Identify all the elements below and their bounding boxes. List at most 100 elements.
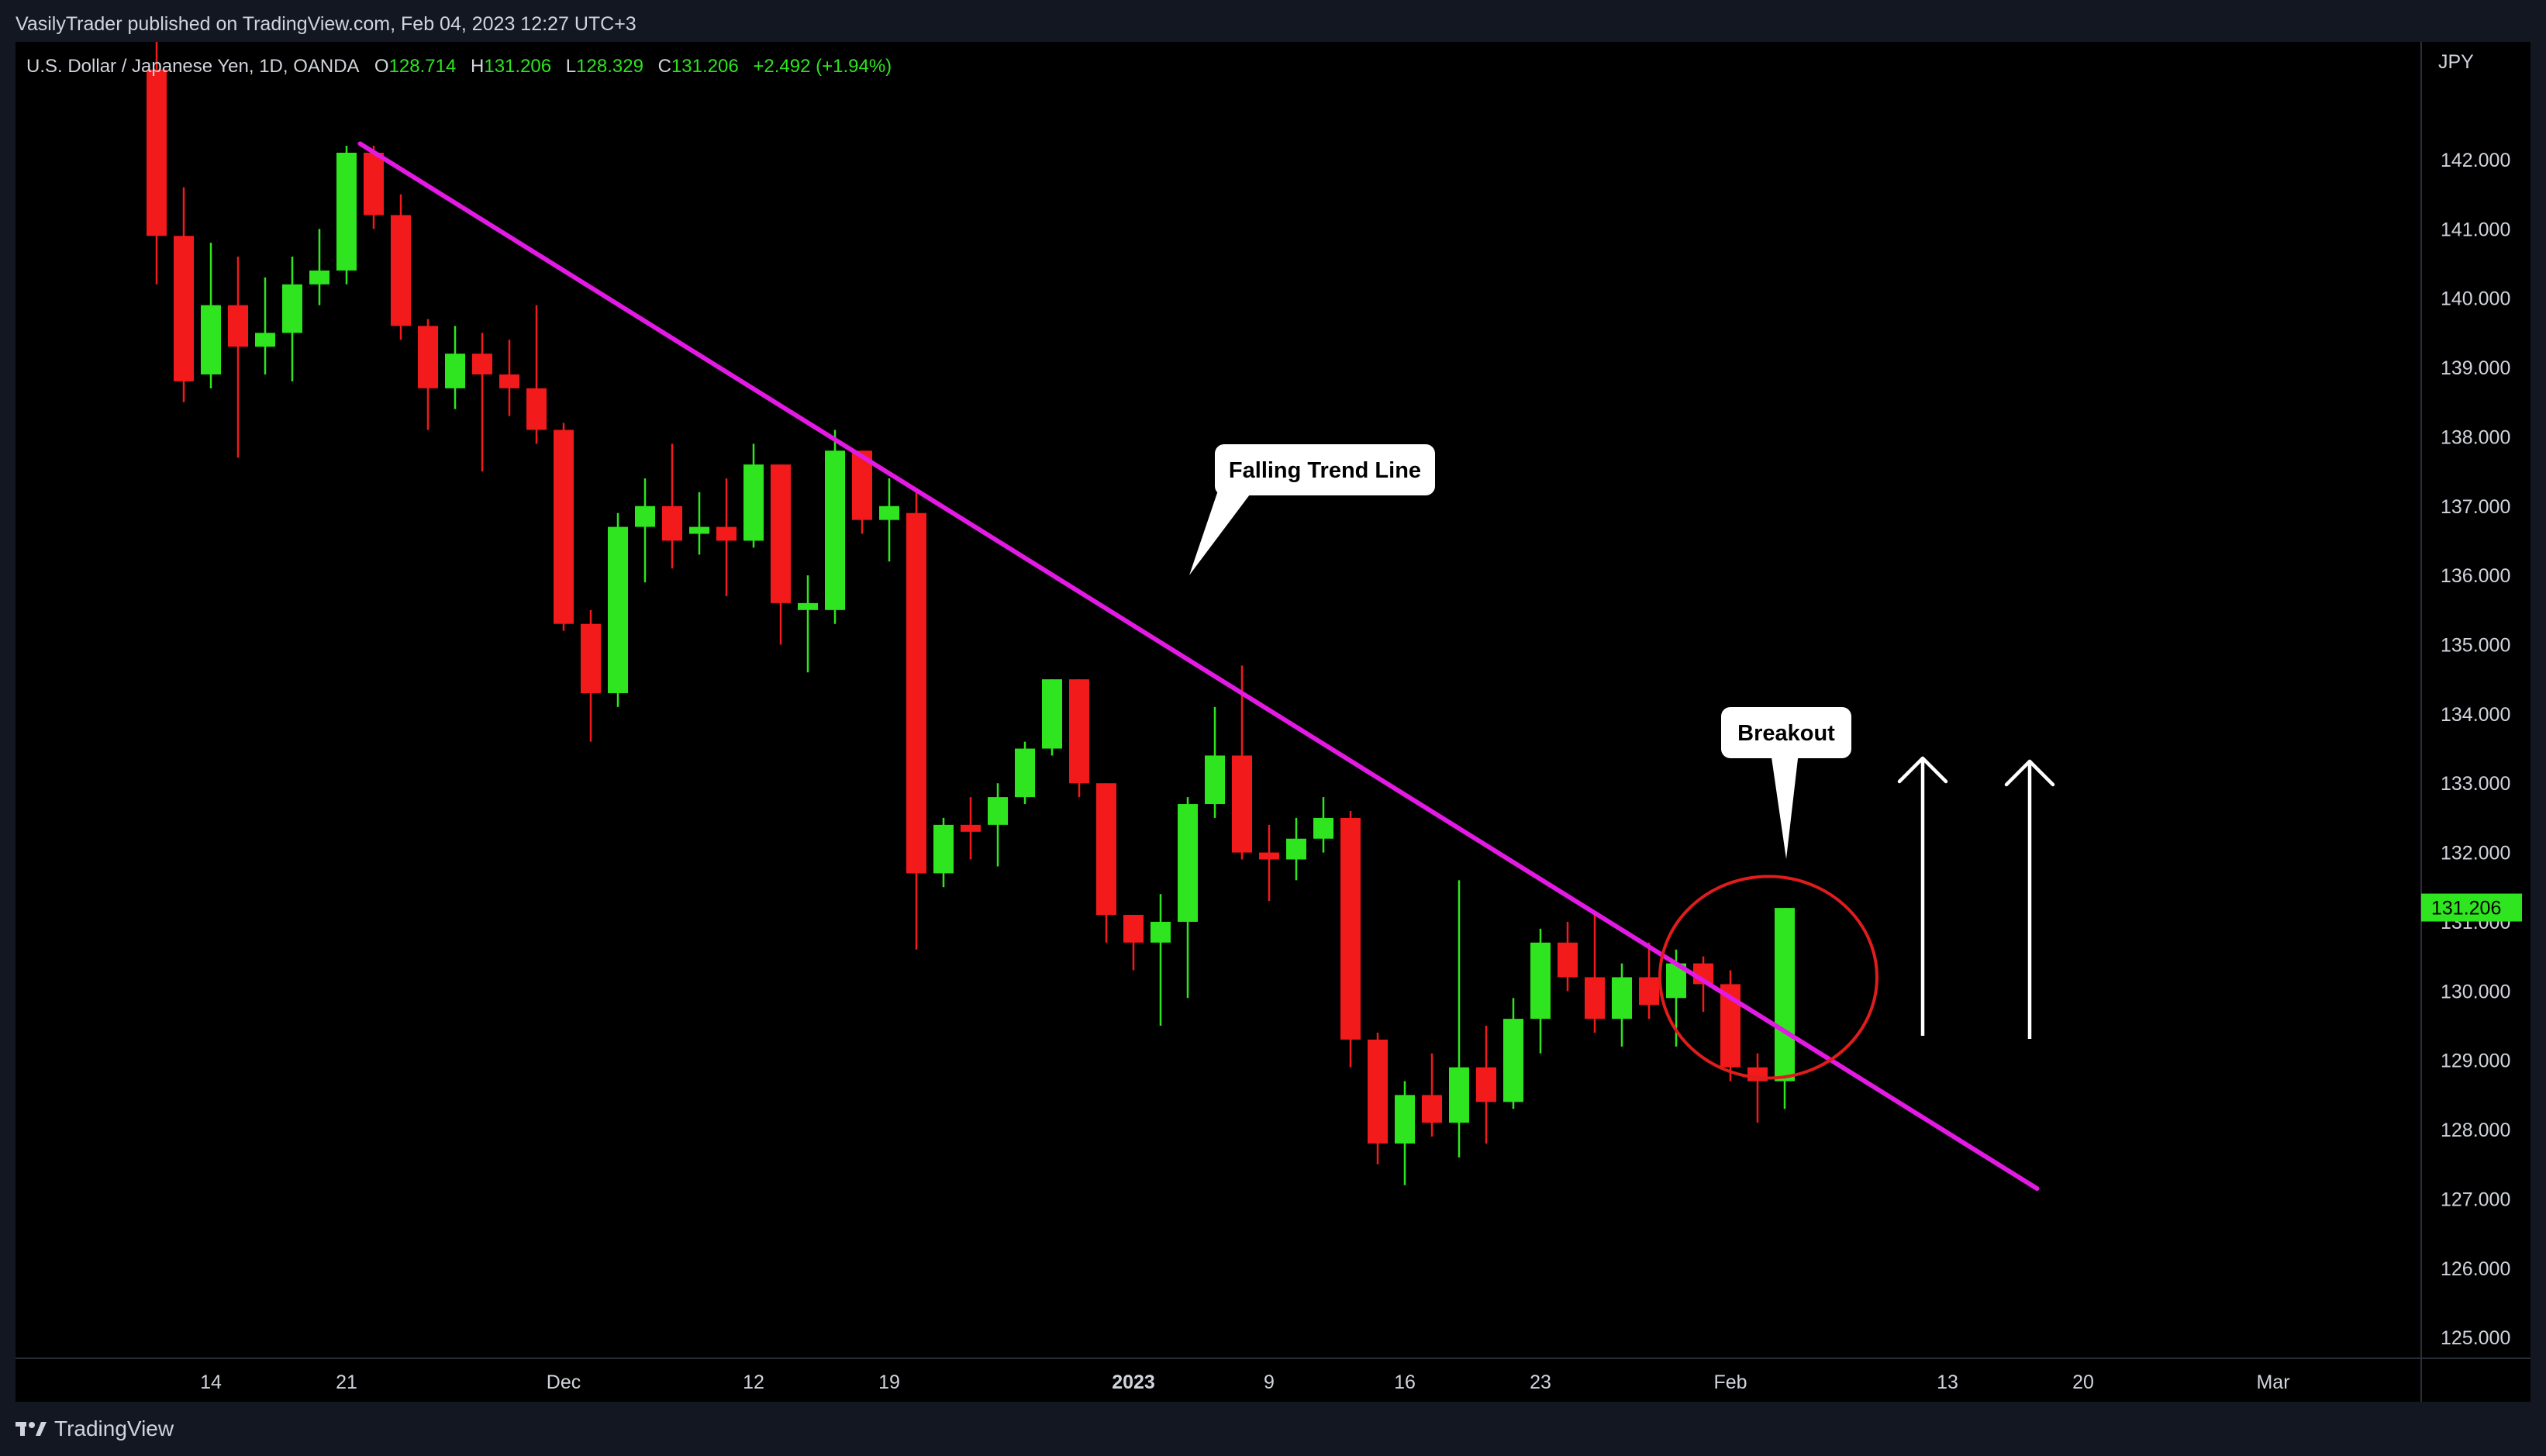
candle[interactable] [852,450,872,534]
candles-layer [147,21,1795,1185]
candle[interactable] [906,492,926,950]
trend-line-callout-pointer [1189,488,1254,575]
candle[interactable] [391,194,411,340]
candle[interactable] [1340,810,1361,1068]
up-arrow-1[interactable] [1897,756,1948,1036]
candle[interactable] [879,478,899,562]
candle-body [1286,838,1306,860]
candle[interactable] [933,817,954,888]
breakout-callout-box [1721,707,1851,758]
candle[interactable] [581,609,601,742]
candle-body [499,374,519,388]
candle[interactable] [1015,741,1035,805]
drawings-layer: Falling Trend Line Breakout [357,141,2055,1192]
candle[interactable] [1232,665,1252,860]
candle[interactable] [825,430,845,624]
candle[interactable] [1286,817,1306,881]
current-price-tag: 131.206 [2421,893,2522,922]
candle[interactable] [1313,797,1333,853]
breakout-circle[interactable] [1658,875,1878,1080]
candle[interactable] [771,464,791,645]
candle[interactable] [336,146,357,285]
candle[interactable] [1639,942,1659,1020]
candle[interactable] [988,783,1008,867]
candle-body [879,505,899,520]
x-tick-label: 9 [1264,1371,1275,1393]
candle[interactable] [635,478,655,583]
breakout-callout[interactable]: Breakout [1721,707,1851,859]
x-tick-label: 23 [1530,1371,1551,1393]
candle[interactable] [1123,915,1144,971]
candle[interactable] [1585,915,1605,1033]
x-tick-label: Feb [1713,1371,1747,1393]
candle[interactable] [662,443,682,569]
chart-background [16,42,2530,1402]
candle[interactable] [499,340,519,416]
candle[interactable] [418,319,438,430]
candle-body [1639,977,1659,1006]
candle[interactable] [689,492,709,555]
candle[interactable] [1476,1026,1496,1144]
legend: U.S. Dollar / Japanese Yen, 1D, OANDA O1… [26,56,892,77]
candle[interactable] [1259,824,1279,902]
candle[interactable] [228,257,248,458]
y-tick-label: 128.000 [2441,1120,2510,1141]
candle[interactable] [1775,908,1795,1109]
candle[interactable] [1395,1081,1415,1185]
candle[interactable] [1422,1053,1442,1137]
candle[interactable] [1178,797,1198,999]
candle[interactable] [1530,928,1551,1054]
candle[interactable] [1612,963,1632,1047]
candle[interactable] [554,423,574,631]
candle[interactable] [1503,998,1523,1109]
candle[interactable] [1151,894,1171,1026]
y-tick-label: 129.000 [2441,1051,2510,1072]
y-tick-label: 136.000 [2441,565,2510,587]
candle[interactable] [364,146,384,229]
candle[interactable] [716,478,737,596]
x-tick-label: 2023 [1112,1371,1155,1393]
candle[interactable] [472,333,492,472]
candlestick-chart[interactable]: Falling Trend Line Breakout 125.000 126.00… [0,0,2546,1402]
falling-trend-line[interactable] [357,141,2040,1192]
trend-line-callout[interactable]: Falling Trend Line [1189,444,1435,575]
candle[interactable] [1205,706,1225,818]
candle-body [445,354,465,388]
candle[interactable] [255,277,275,374]
candle-body [554,430,574,624]
candle[interactable] [798,575,818,673]
candle[interactable] [1042,679,1062,756]
candle[interactable] [608,512,628,707]
candle[interactable] [526,305,547,444]
candle[interactable] [174,187,194,402]
candle[interactable] [1720,970,1740,1082]
candle[interactable] [147,21,167,285]
candle[interactable] [1693,956,1713,1013]
candle-body [662,505,682,541]
candle[interactable] [1069,679,1089,798]
footer-banner: TradingView [0,1402,2546,1456]
x-tick-label: Mar [2256,1371,2289,1393]
candle-body [1422,1095,1442,1123]
currency-label: JPY [2438,51,2474,73]
candle-body [309,270,329,285]
tradingview-logo-icon [16,1422,47,1436]
candle[interactable] [201,243,221,388]
tradingview-logo[interactable]: TradingView [16,1416,174,1441]
legend-open-label: O [374,56,389,77]
candle[interactable] [1558,921,1578,992]
candle-body [1123,915,1144,943]
candle-body [364,152,384,216]
up-arrow-2[interactable] [2004,759,2055,1039]
candle[interactable] [1368,1032,1388,1164]
candle[interactable] [1096,783,1116,943]
candle[interactable] [445,326,465,409]
candle[interactable] [309,229,329,305]
y-tick-label: 125.000 [2441,1327,2510,1349]
candle-body [581,623,601,694]
candle[interactable] [1449,880,1469,1158]
candle[interactable] [961,797,981,860]
candle[interactable] [282,257,302,381]
current-price-tag-bg [2421,893,2522,922]
candle[interactable] [743,443,764,548]
